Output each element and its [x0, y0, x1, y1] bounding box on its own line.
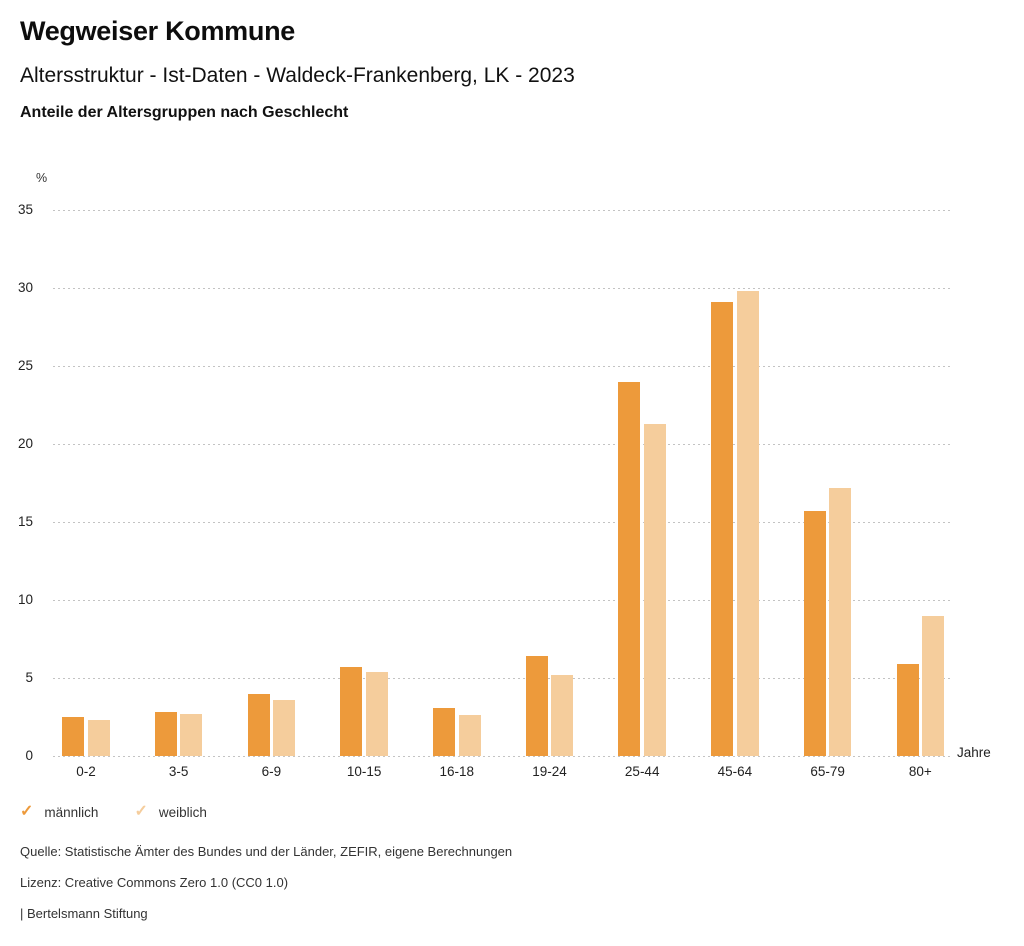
x-tick-label-19-24: 19-24: [532, 764, 567, 779]
x-axis: 0-2 3-5 6-9 10-15 16-18 19-24 25-44 45-64 65-79 8…: [53, 764, 950, 784]
x-tick-label-25-44: 25-44: [624, 764, 660, 779]
bar-männlich-19-24: [525, 656, 548, 756]
bar-weiblich-16-18: [458, 715, 481, 756]
chart-description: Anteile der Altersgruppen nach Geschlech…: [20, 104, 349, 121]
gridline-35: [53, 210, 950, 211]
x-tick-label-45-64: 45-64: [717, 764, 753, 779]
bar-weiblich-6-9: [273, 699, 296, 756]
gridline-10: [53, 600, 950, 601]
bar-weiblich-0-2: [87, 720, 110, 756]
legend-item-männlich[interactable]: ✓ männlich: [20, 804, 98, 820]
license-text: Lizenz: Creative Commons Zero 1.0 (CC0 1…: [20, 875, 289, 890]
x-tick-label-16-18: 16-18: [439, 764, 475, 779]
legend: ✓ männlich ✓ weiblich: [20, 802, 207, 822]
legend-label: männlich: [44, 804, 99, 820]
bar-weiblich-10-15: [365, 671, 388, 756]
bar-männlich-6-9: [247, 693, 270, 756]
bar-männlich-80+: [896, 663, 919, 756]
x-tick-label-80+: 80+: [908, 764, 932, 779]
legend-item-weiblich[interactable]: ✓ weiblich: [134, 804, 206, 820]
x-tick-label-6-9: 6-9: [261, 764, 282, 779]
legend-label: weiblich: [158, 804, 207, 820]
bar-weiblich-3-5: [180, 713, 203, 756]
check-icon: ✓: [134, 803, 148, 820]
gridline-15: [53, 522, 950, 523]
bar-weiblich-19-24: [551, 674, 574, 756]
bar-männlich-10-15: [340, 667, 363, 756]
x-tick-label-10-15: 10-15: [346, 764, 382, 779]
x-tick-label-0-2: 0-2: [76, 764, 96, 779]
bar-weiblich-45-64: [736, 291, 759, 756]
bar-männlich-25-44: [618, 381, 641, 756]
bar-weiblich-80+: [922, 615, 945, 756]
bar-männlich-65-79: [803, 511, 826, 756]
y-tick-label-5: 5: [25, 670, 33, 685]
attribution-text: | Bertelsmann Stiftung: [20, 906, 148, 921]
plot-area: [53, 210, 950, 757]
bar-männlich-3-5: [154, 712, 177, 756]
check-icon: ✓: [20, 803, 34, 820]
gridline-30: [53, 288, 950, 289]
x-axis-unit-label: Jahre: [957, 745, 991, 760]
y-axis: 0 5 10 15 20 25 30 35: [0, 202, 33, 763]
bar-männlich-0-2: [62, 717, 85, 756]
gridline-0: [53, 756, 950, 757]
bar-weiblich-65-79: [829, 487, 852, 756]
y-tick-label-10: 10: [17, 592, 33, 607]
x-tick-label-65-79: 65-79: [810, 764, 845, 779]
bar-weiblich-25-44: [643, 423, 666, 756]
chart-subtitle: Altersstruktur - Ist-Daten - Waldeck-Fra…: [20, 64, 575, 87]
gridline-25: [53, 366, 950, 367]
source-text: Quelle: Statistische Ämter des Bundes un…: [20, 844, 513, 859]
y-tick-label-30: 30: [17, 280, 33, 295]
x-tick-label-3-5: 3-5: [168, 764, 189, 779]
y-tick-label-15: 15: [17, 514, 33, 529]
gridline-20: [53, 444, 950, 445]
y-tick-label-25: 25: [17, 358, 33, 373]
y-tick-label-20: 20: [17, 436, 33, 451]
page-title: Wegweiser Kommune: [20, 16, 295, 46]
y-tick-label-0: 0: [25, 748, 33, 763]
gridline-5: [53, 678, 950, 679]
bar-männlich-16-18: [433, 707, 456, 756]
y-tick-label-35: 35: [17, 202, 33, 217]
y-axis-unit-label: %: [36, 171, 48, 185]
bar-männlich-45-64: [711, 302, 734, 756]
